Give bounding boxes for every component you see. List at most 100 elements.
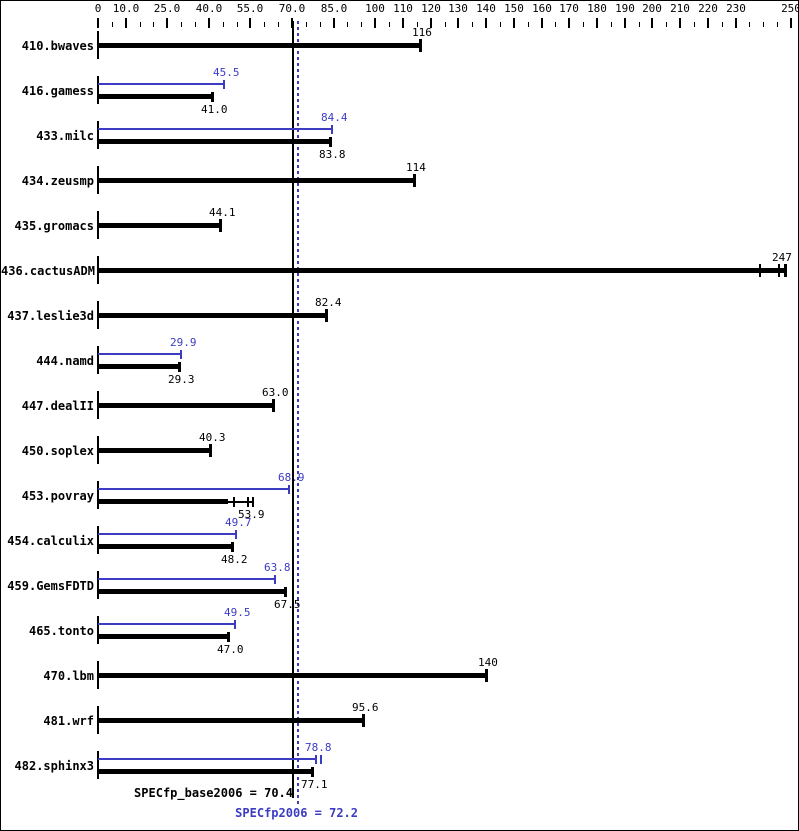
axis-major-tick <box>208 18 210 28</box>
y-axis-segment <box>97 616 99 644</box>
peak-bar-endcap <box>288 485 290 494</box>
base-bar-endcap <box>284 587 287 597</box>
benchmark-name: 433.milc <box>36 129 94 143</box>
benchmark-name: 444.namd <box>36 354 94 368</box>
axis-major-tick <box>513 18 515 28</box>
base-bar-endcap <box>178 362 181 372</box>
base-bar <box>98 43 420 48</box>
peak-bar <box>98 83 224 85</box>
axis-minor-tick <box>264 22 265 27</box>
axis-tick-label: 150 <box>504 2 524 15</box>
bar-value-label: 47.0 <box>217 643 244 656</box>
bar-value-label: 67.5 <box>274 598 301 611</box>
benchmark-name: 453.povray <box>21 489 94 503</box>
axis-minor-tick <box>777 22 778 27</box>
axis-minor-tick <box>694 22 695 27</box>
run-mark-tick <box>233 497 235 507</box>
base-bar-endcap <box>329 137 332 147</box>
peak-bar <box>98 758 316 760</box>
y-axis-segment <box>97 751 99 779</box>
bar-value-label: 140 <box>478 656 498 669</box>
base-bar-endcap <box>272 399 275 412</box>
axis-major-tick <box>624 18 626 28</box>
bar-value-label: 82.4 <box>315 296 342 309</box>
axis-minor-tick <box>472 22 473 27</box>
bar-value-label: 44.1 <box>209 206 236 219</box>
base-bar-endcap <box>209 444 212 457</box>
base-bar-range-line <box>228 501 253 503</box>
base-bar <box>98 673 486 678</box>
y-axis-segment <box>97 481 99 509</box>
benchmark-name: 454.calculix <box>7 534 94 548</box>
benchmark-name: 416.gamess <box>21 84 94 98</box>
base-bar <box>98 634 228 639</box>
base-bar-endcap <box>311 767 314 777</box>
axis-tick-label: 220 <box>698 2 718 15</box>
axis-major-tick <box>166 18 168 28</box>
axis-major-tick <box>596 18 598 28</box>
axis-minor-tick <box>223 22 224 27</box>
axis-minor-tick <box>583 22 584 27</box>
run-mark-tick <box>315 755 317 764</box>
peak-bar <box>98 623 235 625</box>
axis-minor-tick <box>528 22 529 27</box>
base-score-caption: SPECfp_base2006 = 70.4 <box>134 786 293 800</box>
benchmark-name: 481.wrf <box>43 714 94 728</box>
axis-tick-label: 130 <box>448 2 468 15</box>
axis-minor-tick <box>500 22 501 27</box>
axis-minor-tick <box>666 22 667 27</box>
peak-bar-endcap <box>223 80 225 89</box>
peak-bar-endcap <box>235 530 237 539</box>
axis-tick-label: 100 <box>365 2 385 15</box>
base-bar <box>98 718 363 723</box>
peak-score-caption: SPECfp2006 = 72.2 <box>235 806 358 820</box>
benchmark-name: 465.tonto <box>28 624 94 638</box>
benchmark-name: 470.lbm <box>43 669 94 683</box>
axis-major-tick <box>125 18 127 28</box>
axis-tick-label: 190 <box>615 2 635 15</box>
axis-tick-label: 170 <box>559 2 579 15</box>
base-bar-endcap <box>362 714 365 727</box>
axis-minor-tick <box>555 22 556 27</box>
run-mark-tick <box>247 497 249 507</box>
bar-value-label: 63.0 <box>262 386 289 399</box>
benchmark-name: 435.gromacs <box>14 219 94 233</box>
axis-tick-label: 55.0 <box>236 2 264 15</box>
bar-value-label: 247 <box>772 251 792 264</box>
axis-tick-label: 210 <box>670 2 690 15</box>
run-mark-tick <box>320 755 322 764</box>
axis-tick-label: 0 <box>94 2 102 15</box>
base-bar-endcap <box>419 39 422 52</box>
base-bar <box>98 499 228 504</box>
y-axis-segment <box>97 526 99 554</box>
axis-major-tick <box>457 18 459 28</box>
base-median-line <box>292 21 294 798</box>
base-bar-endcap <box>219 219 222 232</box>
base-bar <box>98 544 232 549</box>
y-axis-segment <box>97 121 99 149</box>
axis-major-tick <box>402 18 404 28</box>
bar-value-label: 45.5 <box>213 66 240 79</box>
bar-value-label: 49.5 <box>224 606 251 619</box>
axis-minor-tick <box>347 22 348 27</box>
peak-bar <box>98 578 275 580</box>
axis-minor-tick <box>611 22 612 27</box>
bar-value-label: 49.7 <box>225 516 252 529</box>
axis-major-tick <box>651 18 653 28</box>
axis-major-tick <box>568 18 570 28</box>
axis-major-tick <box>249 18 251 28</box>
axis-minor-tick <box>722 22 723 27</box>
peak-bar-endcap <box>331 125 333 134</box>
axis-tick-label: 110 <box>393 2 413 15</box>
bar-value-label: 63.8 <box>264 561 291 574</box>
base-bar <box>98 313 326 318</box>
base-bar <box>98 769 312 774</box>
axis-minor-tick <box>112 22 113 27</box>
y-axis-segment <box>97 571 99 599</box>
axis-major-tick <box>707 18 709 28</box>
axis-minor-tick <box>140 22 141 27</box>
axis-major-tick <box>735 18 737 28</box>
axis-major-tick <box>541 18 543 28</box>
